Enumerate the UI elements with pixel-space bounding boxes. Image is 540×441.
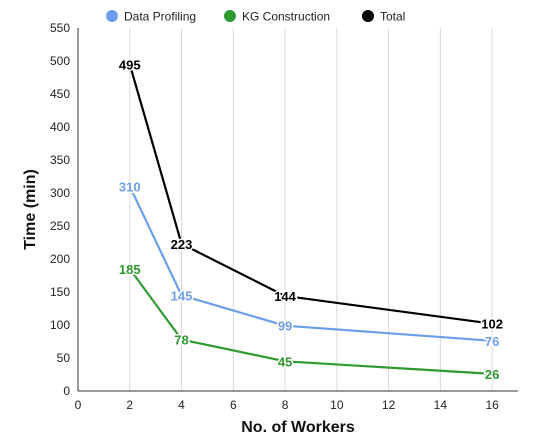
x-tick-label: 4	[178, 398, 185, 412]
data-label: 310	[119, 179, 141, 194]
x-tick-label: 12	[382, 398, 396, 412]
data-label: 99	[278, 319, 292, 334]
legend-label: KG Construction	[242, 10, 330, 24]
y-tick-label: 400	[50, 120, 70, 134]
y-tick-label: 550	[50, 21, 70, 35]
data-label: 45	[278, 354, 292, 369]
legend-marker	[224, 10, 236, 22]
y-tick-label: 200	[50, 252, 70, 266]
series-line-0	[128, 185, 494, 342]
legend: Data Profiling KG Construction Total	[106, 10, 405, 24]
y-tick-label: 0	[63, 384, 70, 398]
data-label: 495	[119, 57, 141, 72]
data-label: 76	[485, 334, 499, 349]
data-labels: 310 145 99 76 185 78 45 26 495 223 144 102	[117, 56, 504, 384]
y-tick-label: 100	[50, 318, 70, 332]
y-tick-label: 450	[50, 87, 70, 101]
data-label: 145	[171, 288, 193, 303]
data-label: 78	[174, 333, 188, 348]
x-tick-label: 16	[485, 398, 499, 412]
legend-label: Data Profiling	[124, 10, 196, 24]
y-tick-label: 350	[50, 153, 70, 167]
legend-label: Total	[380, 10, 405, 24]
y-tick-label: 50	[57, 351, 71, 365]
y-tick-label: 300	[50, 186, 70, 200]
x-tick-label: 14	[434, 398, 448, 412]
x-tick-label: 2	[126, 398, 133, 412]
data-label: 26	[485, 367, 499, 382]
series-line-1	[128, 267, 494, 375]
data-label: 102	[481, 317, 503, 332]
y-axis-title: Time (min)	[22, 169, 39, 250]
legend-marker	[362, 10, 374, 22]
data-label: 223	[171, 237, 193, 252]
y-tick-label: 150	[50, 285, 70, 299]
axes: 0 2 4 6 8 10 12 14 16 0 50 100 150 200 250 300 350 400 450…	[50, 21, 518, 412]
x-tick-label: 0	[75, 398, 82, 412]
x-axis-title: No. of Workers	[241, 419, 355, 436]
legend-marker	[106, 10, 118, 22]
grid	[129, 28, 493, 391]
data-label: 144	[274, 289, 296, 304]
x-tick-label: 6	[230, 398, 237, 412]
x-tick-label: 8	[282, 398, 289, 412]
y-tick-label: 250	[50, 219, 70, 233]
series-line-2	[128, 63, 494, 325]
data-label: 185	[119, 262, 141, 277]
y-tick-label: 500	[50, 54, 70, 68]
series-lines	[128, 63, 494, 375]
x-tick-label: 10	[330, 398, 344, 412]
